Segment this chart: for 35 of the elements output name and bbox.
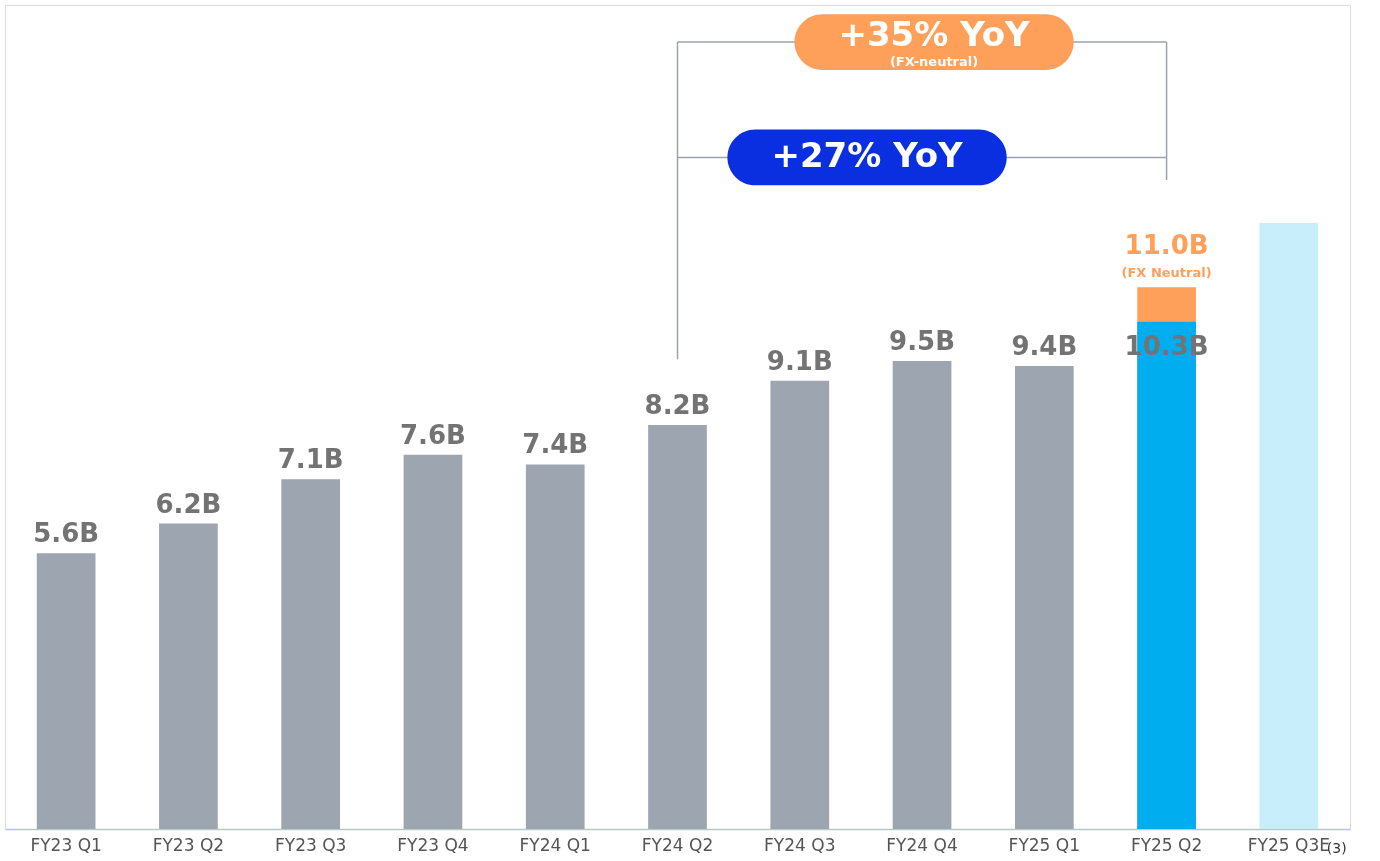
x-tick-label: FY24 Q3	[764, 834, 836, 855]
x-tick-label: FY25 Q2	[1130, 834, 1203, 855]
bar	[892, 361, 952, 829]
text: +27% YoY	[771, 135, 964, 176]
x-tick-label: FY25 Q1	[1008, 834, 1081, 855]
data-label: 8.2B	[644, 390, 711, 421]
annotation: (FX Neutral)	[1121, 265, 1212, 281]
bar	[403, 454, 463, 829]
x-tick-label: FY25 Q3E	[1247, 834, 1330, 855]
data-label: 9.4B	[1011, 330, 1078, 361]
x-tick-label: FY23 Q4	[397, 834, 469, 855]
bar	[648, 425, 707, 829]
x-tick-label: FY23 Q3	[274, 834, 347, 855]
x-tick-label: FY24 Q4	[886, 834, 958, 855]
text: +35% YoY	[838, 14, 1031, 55]
data-label: 5.6B	[33, 518, 100, 549]
data-label: 11.0B	[1124, 230, 1209, 261]
bar	[770, 380, 830, 829]
data-label: 7.1B	[277, 444, 344, 475]
bar	[525, 464, 585, 829]
data-label: 9.1B	[766, 345, 833, 376]
x-tick-label: FY23 Q2	[152, 834, 225, 855]
text: (FX-neutral)	[889, 54, 979, 70]
data-label: 6.2B	[155, 488, 222, 519]
x-tick-label: FY24 Q1	[519, 834, 591, 855]
bar	[281, 479, 341, 829]
data-label: 7.6B	[400, 419, 466, 450]
bar	[159, 523, 218, 829]
x-tick-label: FY23 Q1	[30, 834, 102, 855]
x-tick-label: FY24 Q2	[641, 834, 714, 855]
bar	[1259, 223, 1319, 829]
data-label: 7.4B	[522, 429, 589, 460]
data-label: 9.5B	[889, 326, 955, 357]
bar	[1014, 365, 1074, 829]
bar	[36, 553, 96, 829]
